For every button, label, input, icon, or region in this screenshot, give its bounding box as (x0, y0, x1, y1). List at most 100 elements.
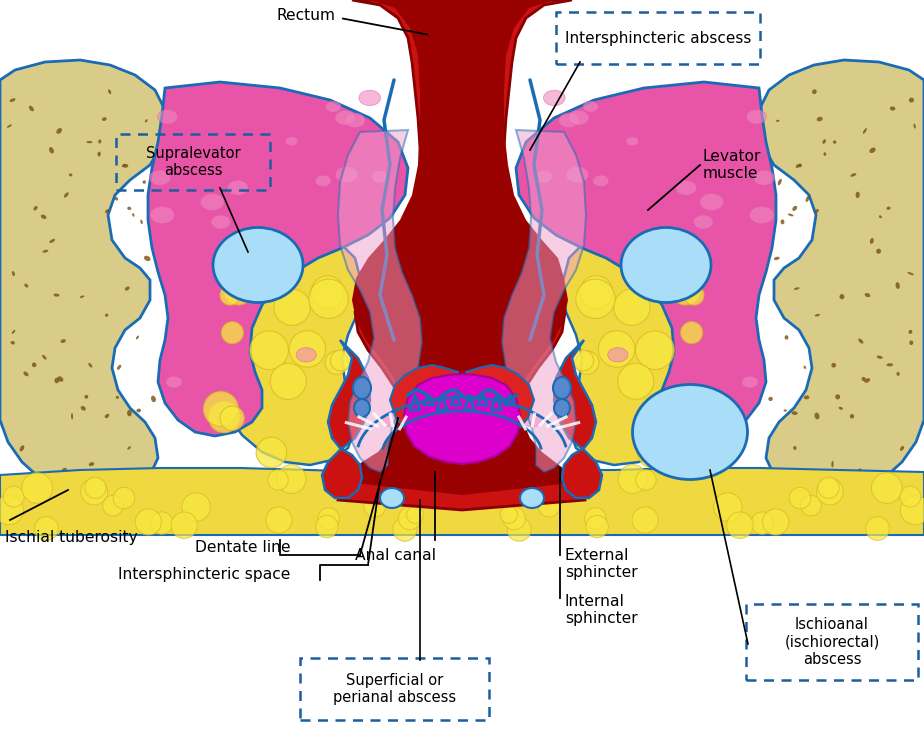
Ellipse shape (8, 476, 14, 480)
Circle shape (818, 477, 839, 498)
Circle shape (871, 473, 902, 503)
Ellipse shape (890, 106, 895, 111)
Circle shape (238, 235, 279, 275)
Ellipse shape (145, 119, 148, 123)
Ellipse shape (19, 446, 24, 452)
Circle shape (224, 276, 253, 305)
Circle shape (684, 285, 704, 305)
Ellipse shape (804, 395, 809, 399)
Ellipse shape (784, 409, 787, 412)
Text: Ischial tuberosity: Ischial tuberosity (5, 530, 138, 545)
Circle shape (618, 465, 647, 494)
Circle shape (586, 515, 608, 538)
Polygon shape (338, 0, 585, 510)
Ellipse shape (863, 128, 867, 134)
Ellipse shape (43, 250, 48, 253)
Ellipse shape (359, 90, 381, 106)
Ellipse shape (520, 488, 544, 508)
Ellipse shape (675, 180, 697, 195)
Ellipse shape (49, 239, 55, 243)
Ellipse shape (840, 294, 845, 299)
Ellipse shape (858, 338, 863, 344)
Ellipse shape (115, 197, 118, 200)
Circle shape (249, 331, 288, 370)
Circle shape (364, 495, 386, 517)
Ellipse shape (908, 330, 912, 334)
Ellipse shape (383, 415, 400, 427)
Ellipse shape (822, 139, 826, 144)
Circle shape (222, 321, 243, 344)
Ellipse shape (749, 206, 774, 224)
Ellipse shape (29, 106, 34, 112)
Ellipse shape (335, 166, 358, 183)
Circle shape (614, 289, 650, 325)
Circle shape (636, 331, 675, 370)
Circle shape (311, 276, 344, 309)
Ellipse shape (568, 110, 589, 125)
Circle shape (114, 487, 135, 509)
Polygon shape (516, 82, 776, 436)
Ellipse shape (896, 372, 900, 376)
Text: Rectum: Rectum (276, 7, 335, 22)
Ellipse shape (105, 313, 108, 317)
Circle shape (316, 515, 338, 538)
Ellipse shape (286, 137, 298, 146)
Ellipse shape (788, 214, 794, 217)
Ellipse shape (60, 339, 66, 343)
Ellipse shape (769, 397, 772, 401)
Polygon shape (404, 374, 520, 464)
Circle shape (638, 437, 668, 468)
Circle shape (22, 473, 53, 503)
Ellipse shape (56, 128, 62, 134)
Ellipse shape (773, 256, 780, 260)
Ellipse shape (144, 256, 151, 261)
Circle shape (277, 465, 306, 494)
Ellipse shape (127, 410, 132, 416)
Ellipse shape (822, 484, 825, 488)
Ellipse shape (137, 409, 141, 412)
Circle shape (220, 406, 244, 430)
Circle shape (203, 392, 238, 426)
Ellipse shape (89, 462, 94, 466)
Ellipse shape (524, 415, 541, 427)
Ellipse shape (55, 378, 59, 384)
Polygon shape (344, 0, 580, 495)
Ellipse shape (33, 206, 38, 211)
Ellipse shape (535, 171, 553, 183)
Text: Intersphincteric space: Intersphincteric space (118, 568, 290, 582)
Ellipse shape (876, 248, 881, 253)
Circle shape (632, 507, 658, 533)
Circle shape (527, 471, 544, 489)
Circle shape (726, 512, 753, 539)
Ellipse shape (12, 271, 15, 276)
Ellipse shape (833, 140, 836, 144)
Ellipse shape (10, 341, 15, 344)
Circle shape (182, 493, 211, 521)
Circle shape (268, 470, 288, 490)
Ellipse shape (543, 90, 565, 106)
Ellipse shape (693, 215, 713, 229)
Ellipse shape (798, 163, 802, 167)
Ellipse shape (151, 185, 154, 189)
Ellipse shape (554, 399, 570, 417)
Circle shape (645, 235, 686, 275)
Polygon shape (338, 130, 422, 472)
Circle shape (369, 474, 396, 503)
Circle shape (80, 478, 107, 505)
Ellipse shape (886, 206, 891, 210)
Circle shape (393, 517, 417, 541)
Circle shape (0, 496, 24, 525)
Ellipse shape (146, 470, 152, 473)
Ellipse shape (769, 184, 774, 190)
Ellipse shape (835, 394, 840, 400)
Ellipse shape (877, 355, 882, 359)
Ellipse shape (116, 396, 119, 399)
Ellipse shape (345, 113, 365, 128)
Ellipse shape (150, 206, 175, 224)
Circle shape (309, 279, 348, 319)
Ellipse shape (796, 164, 801, 168)
Circle shape (576, 279, 615, 319)
Ellipse shape (353, 377, 371, 399)
Ellipse shape (213, 228, 303, 302)
Circle shape (34, 517, 58, 540)
